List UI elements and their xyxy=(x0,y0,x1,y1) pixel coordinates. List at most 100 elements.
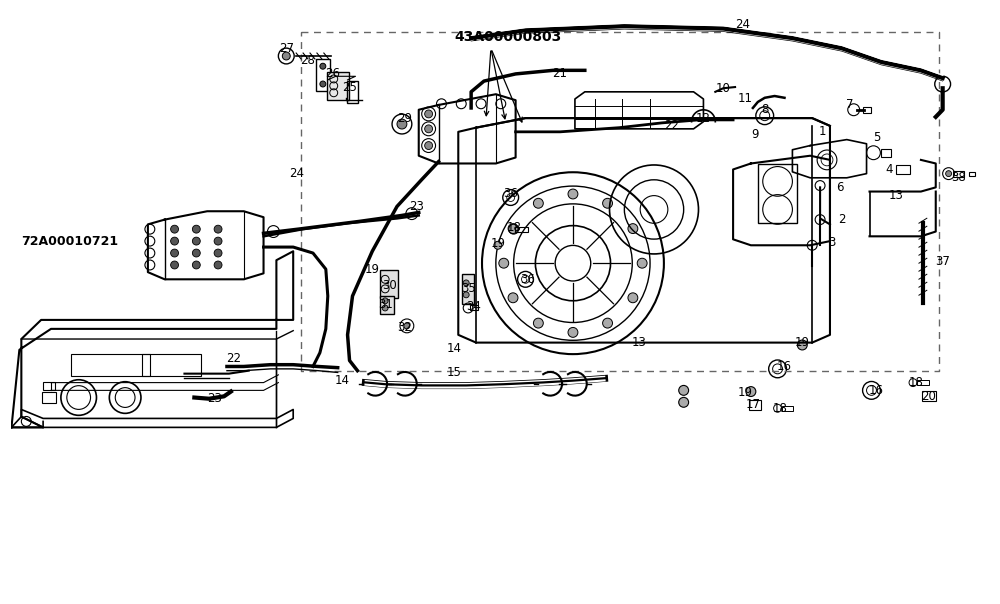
Text: 18: 18 xyxy=(773,402,788,415)
Bar xyxy=(953,171,964,176)
Circle shape xyxy=(499,259,509,268)
Bar xyxy=(881,149,891,156)
Circle shape xyxy=(494,242,502,249)
Text: 2: 2 xyxy=(838,213,846,226)
Text: 43A00000803: 43A00000803 xyxy=(454,30,562,45)
Text: 24: 24 xyxy=(735,18,750,31)
Text: 19: 19 xyxy=(365,263,380,275)
Text: 19: 19 xyxy=(490,237,505,250)
Circle shape xyxy=(679,397,689,407)
Circle shape xyxy=(568,327,578,337)
Text: 18: 18 xyxy=(909,376,923,389)
Text: 23: 23 xyxy=(409,200,424,213)
Text: 34: 34 xyxy=(467,300,482,313)
Text: 5: 5 xyxy=(873,131,880,144)
Bar xyxy=(922,391,936,401)
Circle shape xyxy=(320,63,326,69)
Text: 38: 38 xyxy=(951,172,966,184)
Text: 4: 4 xyxy=(886,163,893,176)
Bar xyxy=(142,354,201,376)
Circle shape xyxy=(214,237,222,245)
Text: 25: 25 xyxy=(342,80,357,94)
Bar xyxy=(470,306,478,310)
Text: 14: 14 xyxy=(335,374,350,387)
Text: 16: 16 xyxy=(777,360,792,373)
Circle shape xyxy=(382,298,388,304)
Circle shape xyxy=(628,223,638,234)
Circle shape xyxy=(382,305,388,311)
Circle shape xyxy=(425,110,433,118)
Text: 16: 16 xyxy=(869,384,884,397)
Text: 36: 36 xyxy=(520,273,535,286)
Text: 20: 20 xyxy=(921,390,936,403)
Circle shape xyxy=(171,249,179,257)
Bar xyxy=(42,391,56,403)
Bar xyxy=(917,380,929,385)
Text: 17: 17 xyxy=(745,398,760,411)
Circle shape xyxy=(508,223,518,234)
Bar xyxy=(749,400,761,410)
Text: 26: 26 xyxy=(325,68,340,80)
Circle shape xyxy=(679,385,689,395)
Circle shape xyxy=(463,280,469,286)
Bar xyxy=(347,81,358,103)
Text: 23: 23 xyxy=(207,392,222,405)
Circle shape xyxy=(568,189,578,199)
Text: 31: 31 xyxy=(378,298,393,312)
Text: 35: 35 xyxy=(461,282,476,295)
Circle shape xyxy=(425,141,433,150)
Text: 14: 14 xyxy=(447,342,462,355)
Bar xyxy=(515,226,528,231)
Bar xyxy=(380,296,394,314)
Bar xyxy=(758,164,797,223)
Text: 11: 11 xyxy=(737,92,752,106)
Circle shape xyxy=(192,261,200,269)
Bar xyxy=(43,382,55,390)
Text: 10: 10 xyxy=(716,82,731,95)
Text: 27: 27 xyxy=(279,42,294,55)
Circle shape xyxy=(214,249,222,257)
Circle shape xyxy=(425,125,433,133)
Text: 3: 3 xyxy=(828,236,836,249)
Circle shape xyxy=(946,171,952,176)
Text: 18: 18 xyxy=(506,221,521,234)
Circle shape xyxy=(533,318,543,328)
Circle shape xyxy=(628,293,638,303)
Circle shape xyxy=(397,119,407,129)
Text: 6: 6 xyxy=(836,181,844,194)
Bar xyxy=(863,107,871,113)
Bar xyxy=(969,172,975,176)
Text: 37: 37 xyxy=(935,255,950,268)
Circle shape xyxy=(192,225,200,233)
Bar xyxy=(462,274,474,304)
Text: 22: 22 xyxy=(664,120,679,132)
Circle shape xyxy=(797,340,807,350)
Bar xyxy=(316,59,330,91)
Text: 24: 24 xyxy=(289,167,304,180)
Circle shape xyxy=(192,237,200,245)
Text: 30: 30 xyxy=(382,279,396,292)
Circle shape xyxy=(171,261,179,269)
Circle shape xyxy=(282,52,290,60)
Bar xyxy=(327,72,349,100)
Text: 72A00010721: 72A00010721 xyxy=(21,234,118,248)
Circle shape xyxy=(404,323,410,329)
Text: 36: 36 xyxy=(503,187,518,200)
Circle shape xyxy=(603,318,612,328)
Text: 19: 19 xyxy=(737,386,752,399)
Text: 29: 29 xyxy=(397,112,412,124)
Text: 28: 28 xyxy=(301,54,315,66)
Bar xyxy=(71,354,150,376)
Text: 19: 19 xyxy=(795,336,810,349)
Text: 22: 22 xyxy=(226,352,241,365)
Circle shape xyxy=(192,249,200,257)
Circle shape xyxy=(171,225,179,233)
Circle shape xyxy=(533,198,543,208)
Circle shape xyxy=(637,259,647,268)
Circle shape xyxy=(463,292,469,298)
Text: 32: 32 xyxy=(397,321,412,333)
Circle shape xyxy=(214,225,222,233)
Text: 7: 7 xyxy=(846,98,853,112)
Circle shape xyxy=(746,387,756,396)
Text: 13: 13 xyxy=(632,336,647,349)
